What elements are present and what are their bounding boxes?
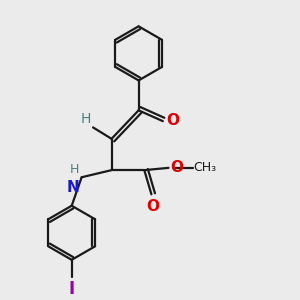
Text: H: H <box>80 112 91 126</box>
Text: I: I <box>69 280 75 298</box>
Text: O: O <box>146 200 159 214</box>
Text: CH₃: CH₃ <box>194 161 217 174</box>
Text: O: O <box>166 113 179 128</box>
Text: N: N <box>67 179 80 194</box>
Text: H: H <box>69 163 79 176</box>
Text: O: O <box>170 160 183 175</box>
